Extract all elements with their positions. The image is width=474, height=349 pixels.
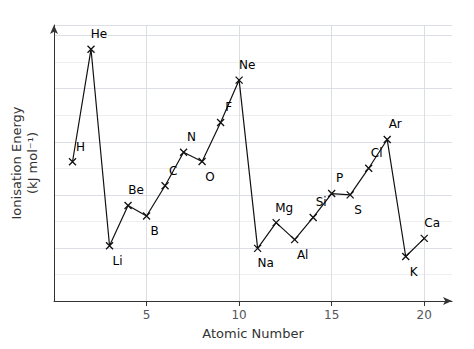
svg-text:Na: Na [257,256,273,270]
svg-text:Mg: Mg [275,201,293,215]
svg-text:Li: Li [113,254,123,268]
svg-text:(kJ mol⁻¹): (kJ mol⁻¹) [25,132,40,194]
svg-text:P: P [336,171,343,185]
svg-text:S: S [354,203,362,217]
svg-text:Atomic Number: Atomic Number [202,326,304,341]
svg-text:15: 15 [324,308,339,322]
svg-text:Ne: Ne [239,58,255,72]
svg-text:K: K [410,265,419,279]
svg-text:C: C [169,164,177,178]
svg-text:10: 10 [231,308,246,322]
svg-text:N: N [187,130,196,144]
svg-text:Ar: Ar [389,117,402,131]
svg-text:5: 5 [143,308,151,322]
svg-text:Al: Al [297,248,309,262]
svg-text:O: O [205,170,214,184]
svg-text:F: F [225,100,232,114]
svg-text:He: He [91,27,107,41]
svg-text:Cl: Cl [371,146,383,160]
svg-text:Si: Si [316,195,327,209]
svg-text:H: H [76,140,85,154]
svg-text:Be: Be [128,183,144,197]
svg-text:Ca: Ca [424,216,440,230]
svg-text:20: 20 [417,308,432,322]
svg-text:B: B [150,224,158,238]
svg-text:Ionisation Energy: Ionisation Energy [9,106,24,219]
